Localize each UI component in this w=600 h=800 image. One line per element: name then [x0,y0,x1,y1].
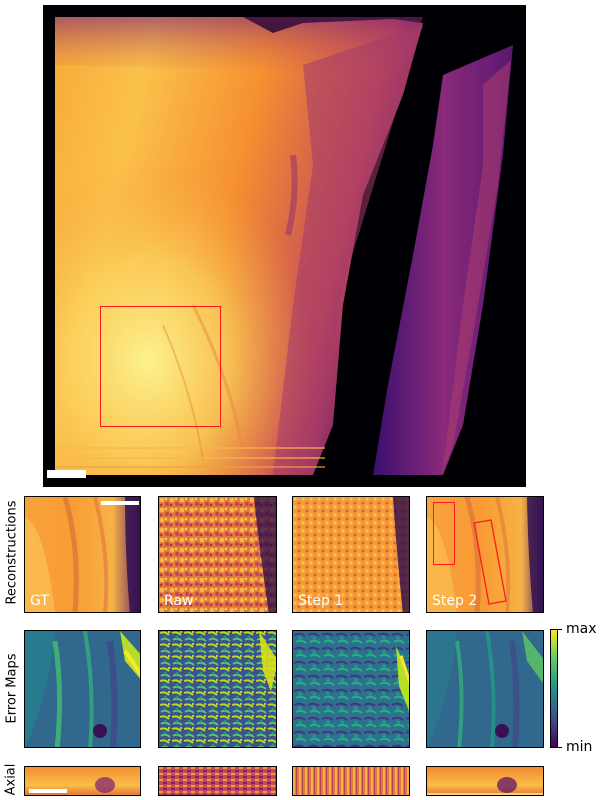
row-label-axial: Axial [3,763,19,796]
axial-tile-raw [158,766,277,796]
row-label-error-maps: Error Maps [4,653,20,724]
axial-tile-step2 [426,766,544,796]
col-label-gt: GT [30,593,49,609]
axial-tile-step1 [292,766,410,796]
col-label-raw: Raw [164,593,194,609]
step2-roi-right [473,519,507,605]
axial-scalebar [29,789,67,793]
overview-image [43,5,526,487]
recon-raw-graphic [159,497,276,612]
recon-tile-gt: GT [24,496,141,613]
step2-roi-left [433,502,455,565]
error-tile-step2 [426,630,544,748]
error-gt-graphic [25,631,140,747]
colorbar-tick-max [558,629,562,630]
recon-gt-graphic [25,497,140,612]
axial-step2-graphic [427,767,543,795]
col-label-step1: Step 1 [298,593,344,609]
recon-step2-graphic [427,497,543,612]
colorbar-max-label: max [566,621,597,637]
colorbar-tick-min [558,747,562,748]
row-label-reconstructions: Reconstructions [4,500,20,605]
recon-tile-step1: Step 1 [292,496,410,613]
recon-tile-raw: Raw [158,496,277,613]
error-tile-raw [158,630,277,748]
error-step2-graphic [427,631,543,747]
axial-raw-graphic [159,767,276,795]
error-raw-graphic [159,631,276,747]
recon-tile-step2: Step 2 [426,496,544,613]
error-step1-graphic [293,631,409,747]
overview-roi-box [100,306,221,427]
axial-tile-gt [24,766,141,796]
overview-scalebar [47,470,86,478]
colorbar-min-label: min [566,739,593,755]
axial-step1-graphic [293,767,409,795]
colorbar [550,629,558,748]
overview-image-graphic [43,5,526,487]
col-label-step2: Step 2 [432,593,478,609]
error-tile-step1 [292,630,410,748]
error-tile-gt [24,630,141,748]
recon-step1-graphic [293,497,409,612]
recon-scalebar [101,501,139,505]
